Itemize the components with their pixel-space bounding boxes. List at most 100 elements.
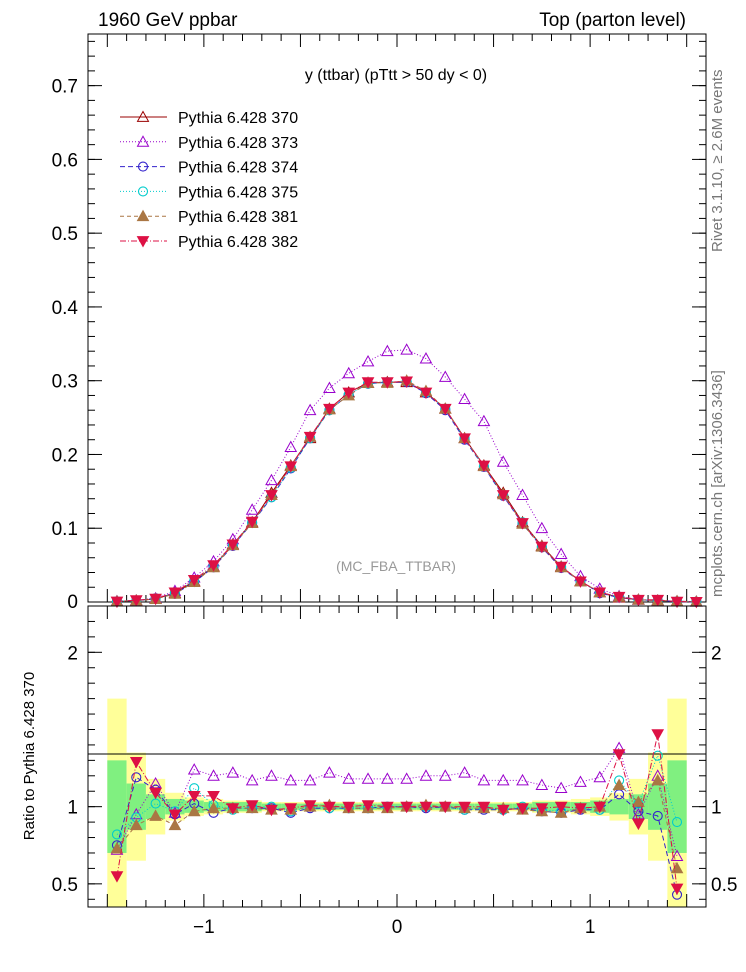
main-data-point [438, 403, 452, 416]
main-data-point [535, 541, 549, 554]
ratio-x-tick-label: −1 [193, 917, 215, 938]
ratio-data-point [129, 818, 143, 831]
ratio-data-point [265, 804, 278, 817]
ratio-data-point [110, 841, 124, 854]
main-data-point [265, 490, 278, 502]
legend-entry-4: Pythia 6.428 375 [120, 184, 298, 201]
main-data-point [342, 387, 356, 400]
main-y-tick-label: 0.6 [52, 150, 78, 171]
ratio-data-point [419, 769, 433, 781]
ratio-data-point [361, 772, 375, 784]
ratio-y-tick-label: 0.5 [52, 875, 78, 896]
ratio-data-point [612, 778, 626, 790]
main-data-point [632, 594, 645, 607]
main-data-point [187, 574, 201, 587]
ratio-data-point [131, 772, 142, 783]
legend-entry-5: Pythia 6.428 381 [120, 209, 298, 226]
ratio-data-point [168, 809, 182, 821]
ratio-data-point [516, 773, 529, 786]
main-data-point [651, 594, 665, 607]
ratio-series-line [116, 779, 678, 869]
ratio-band-inner [609, 798, 629, 815]
main-data-point [477, 414, 491, 427]
legend-marker [137, 161, 149, 172]
ratio-data-point [651, 729, 665, 741]
main-data-point [593, 587, 607, 599]
legend-entry-3: Pythia 6.428 374 [120, 160, 298, 177]
main-data-point [458, 392, 471, 405]
main-data-point [689, 596, 703, 609]
main-data-point [496, 490, 510, 502]
ratio-data-point [245, 800, 259, 812]
ratio-data-point [226, 766, 240, 778]
ratio-data-point [187, 804, 201, 817]
ratio-data-point [207, 790, 220, 803]
ratio-data-point [323, 801, 336, 814]
ratio-data-point [110, 871, 124, 883]
legend: Pythia 6.428 370 Pythia 6.428 373 Pythia 6… [120, 110, 298, 251]
watermark: (MC_FBA_TTBAR) [336, 558, 456, 574]
ratio-data-point [111, 829, 123, 840]
ratio-data-point [477, 801, 491, 814]
main-data-point [380, 344, 394, 357]
ratio-data-point [187, 790, 201, 803]
ratio-data-point [574, 775, 587, 787]
main-y-tick-label: 0.3 [52, 372, 78, 393]
main-data-point [458, 433, 471, 445]
main-y-tick-label: 0.5 [52, 224, 78, 245]
main-data-point [168, 587, 182, 599]
ratio-data-point [438, 769, 452, 781]
ratio-data-point [632, 818, 645, 831]
ratio-y-axis-label: Ratio to Pythia 6.428 370 [21, 672, 38, 840]
ratio-data-point [284, 803, 298, 815]
ratio-data-point [652, 810, 663, 821]
ratio-data-point [554, 781, 568, 794]
ratio-data-point [226, 803, 240, 815]
ratio-data-point [419, 801, 433, 814]
ratio-data-point [207, 801, 220, 814]
legend-label: Pythia 6.428 382 [178, 234, 298, 251]
ratio-data-point [323, 766, 336, 778]
main-data-point [419, 352, 433, 364]
ratio-data-point [593, 801, 607, 814]
legend-marker [136, 236, 150, 248]
main-series-6 [110, 376, 703, 609]
ratio-data-point [574, 803, 587, 815]
main-panel: y (ttbar) (pTtt > 50 dy < 0) (MC_FBA_TTB… [52, 33, 707, 613]
main-data-point [535, 521, 549, 534]
main-data-point [516, 518, 529, 530]
ratio-axes: 0.5 0.5 1 1 2 2 −1 0 1 [52, 606, 737, 938]
main-data-point [110, 596, 124, 609]
main-data-point [496, 455, 510, 467]
ratio-data-point [361, 800, 375, 812]
main-y-tick-label: 0.2 [52, 445, 78, 466]
ratio-series-line [116, 746, 678, 857]
ratio-data-point [458, 801, 471, 814]
header-left: 1960 GeV ppbar [98, 10, 238, 31]
main-data-point [419, 387, 433, 400]
ratio-data-point [438, 801, 452, 814]
main-data-point [284, 461, 298, 473]
ratio-data-point [303, 800, 317, 812]
legend-label: Pythia 6.428 381 [178, 209, 298, 226]
main-data-point [380, 377, 394, 389]
ratio-data-point [187, 763, 201, 775]
main-y-tick-label: 0.7 [52, 77, 78, 98]
main-data-point [361, 354, 375, 367]
ratio-band-inner [667, 760, 687, 853]
legend-label: Pythia 6.428 374 [178, 160, 298, 177]
main-data-point [361, 377, 375, 389]
main-data-point [670, 596, 684, 609]
ratio-data-point [149, 809, 162, 821]
ratio-data-point [380, 801, 394, 814]
main-axes: 0.1 0.2 0.3 0.4 0.5 0.6 0.7 [52, 34, 707, 602]
ratio-data-point [651, 773, 665, 786]
ratio-data-point [342, 772, 356, 784]
ratio-y-tick-label-right: 1 [711, 798, 722, 819]
main-y-tick-label: 0.4 [52, 298, 79, 319]
main-data-point [303, 431, 317, 444]
ratio-y-tick-label-right: 2 [711, 643, 722, 664]
ratio-series-group [110, 729, 684, 900]
side-text-top: Rivet 3.1.10, ≥ 2.6M events [709, 70, 726, 253]
ratio-data-point [593, 770, 607, 783]
